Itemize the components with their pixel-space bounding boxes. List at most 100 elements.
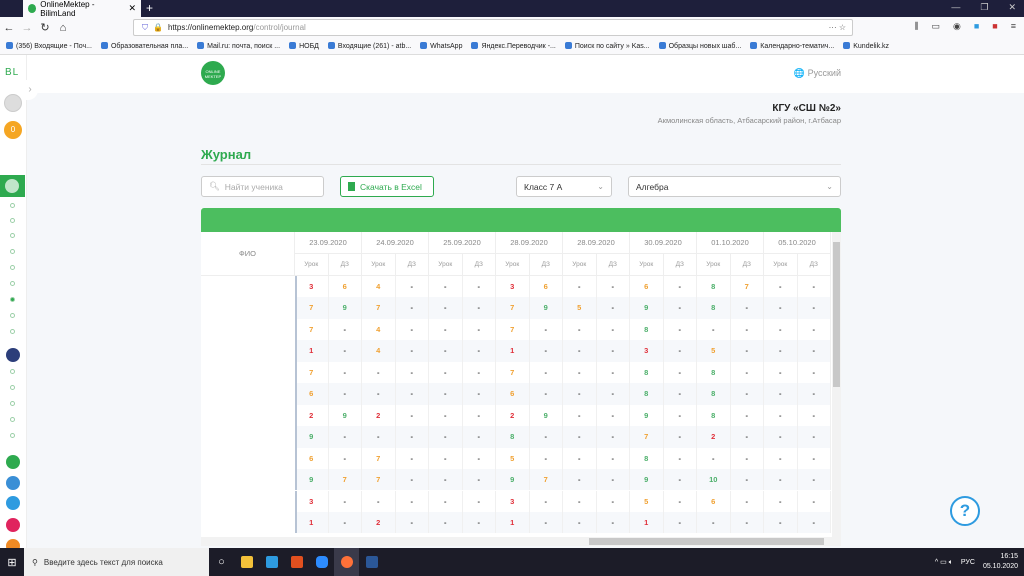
grade-cell[interactable]: - bbox=[764, 318, 798, 341]
grade-cell[interactable]: 4 bbox=[362, 276, 396, 298]
grade-cell[interactable]: - bbox=[362, 361, 396, 384]
grade-cell[interactable]: - bbox=[396, 426, 429, 448]
download-excel-button[interactable]: Скачать в Excel bbox=[340, 176, 434, 197]
grade-cell[interactable]: - bbox=[429, 340, 463, 362]
grade-cell[interactable]: 2 bbox=[496, 404, 530, 427]
grade-cell[interactable]: 1 bbox=[496, 340, 530, 362]
grade-cell[interactable]: - bbox=[798, 490, 831, 512]
grade-cell[interactable]: - bbox=[463, 511, 496, 534]
browser-tab[interactable]: OnlineMektep - BilimLand ✕ bbox=[23, 0, 141, 18]
firefox-icon[interactable] bbox=[334, 548, 359, 576]
sidebar-item-dot[interactable] bbox=[10, 249, 15, 254]
grade-cell[interactable]: - bbox=[463, 297, 496, 319]
clock[interactable]: 16:15 05.10.2020 bbox=[983, 552, 1018, 572]
grade-cell[interactable]: - bbox=[429, 297, 463, 319]
grade-cell[interactable]: 1 bbox=[295, 340, 329, 362]
grade-cell[interactable]: - bbox=[597, 447, 630, 470]
grade-cell[interactable]: - bbox=[731, 383, 764, 405]
grade-cell[interactable]: 7 bbox=[329, 469, 362, 491]
grade-cell[interactable]: 5 bbox=[563, 297, 597, 319]
grade-cell[interactable]: - bbox=[764, 469, 798, 491]
forward-icon[interactable]: → bbox=[21, 21, 33, 34]
grade-cell[interactable]: - bbox=[429, 469, 463, 491]
grade-cell[interactable]: 7 bbox=[731, 276, 764, 298]
grade-cell[interactable]: 7 bbox=[362, 469, 396, 491]
grade-cell[interactable]: - bbox=[463, 426, 496, 448]
sidebar-item-dot[interactable] bbox=[10, 369, 15, 374]
grade-cell[interactable]: - bbox=[764, 383, 798, 405]
grade-cell[interactable]: 3 bbox=[295, 490, 329, 512]
grade-cell[interactable]: - bbox=[563, 490, 597, 512]
grade-cell[interactable]: - bbox=[530, 490, 563, 512]
grade-cell[interactable]: - bbox=[563, 340, 597, 362]
grade-cell[interactable]: - bbox=[597, 297, 630, 319]
bilimland-logo[interactable]: BL bbox=[5, 67, 20, 78]
minimize-icon[interactable]: — bbox=[951, 2, 961, 12]
grade-cell[interactable]: - bbox=[798, 447, 831, 470]
grade-cell[interactable]: - bbox=[798, 297, 831, 319]
account-icon[interactable]: ◉ bbox=[953, 21, 961, 31]
grade-cell[interactable]: 8 bbox=[630, 361, 664, 384]
bookmark-item[interactable]: Kundelik.kz bbox=[843, 42, 889, 50]
grade-cell[interactable]: - bbox=[764, 447, 798, 470]
grade-cell[interactable]: - bbox=[731, 469, 764, 491]
grade-cell[interactable]: - bbox=[597, 469, 630, 491]
grade-cell[interactable]: - bbox=[429, 404, 463, 427]
taskbar-search[interactable]: ⚲ Введите здесь текст для поиска bbox=[24, 548, 209, 576]
class-select[interactable]: Класс 7 А ⌄ bbox=[516, 176, 612, 197]
grade-cell[interactable]: - bbox=[731, 426, 764, 448]
grade-cell[interactable]: - bbox=[530, 361, 563, 384]
page-actions-icon[interactable]: ··· ☆ bbox=[828, 23, 846, 32]
grade-cell[interactable]: - bbox=[764, 404, 798, 427]
grade-cell[interactable]: - bbox=[764, 276, 798, 298]
grade-cell[interactable]: 9 bbox=[295, 469, 329, 491]
grade-cell[interactable]: 7 bbox=[496, 318, 530, 341]
grade-cell[interactable]: - bbox=[563, 469, 597, 491]
subject-select[interactable]: Алгебра ⌄ bbox=[628, 176, 841, 197]
grade-cell[interactable]: 7 bbox=[362, 447, 396, 470]
sidebar-item-dot[interactable] bbox=[10, 401, 15, 406]
library-icon[interactable]: ⫼ bbox=[914, 21, 919, 31]
grade-cell[interactable]: 6 bbox=[530, 276, 563, 298]
grade-cell[interactable]: - bbox=[329, 340, 362, 362]
grade-cell[interactable]: - bbox=[731, 318, 764, 341]
grade-cell[interactable]: 1 bbox=[630, 511, 664, 534]
bookmark-item[interactable]: Поиск по сайту » Kas... bbox=[565, 42, 650, 50]
grade-cell[interactable]: - bbox=[563, 511, 597, 534]
grade-cell[interactable]: - bbox=[798, 340, 831, 362]
grade-cell[interactable]: - bbox=[664, 276, 697, 298]
grade-cell[interactable]: 6 bbox=[295, 447, 329, 470]
grade-cell[interactable]: 9 bbox=[530, 297, 563, 319]
sidebar-item-dot[interactable] bbox=[10, 203, 15, 208]
sidebar-item-dot[interactable] bbox=[10, 433, 15, 438]
grade-cell[interactable]: - bbox=[530, 426, 563, 448]
grade-cell[interactable]: - bbox=[664, 490, 697, 512]
mail-icon[interactable] bbox=[259, 548, 284, 576]
grade-cell[interactable]: - bbox=[329, 383, 362, 405]
grade-cell[interactable]: - bbox=[463, 361, 496, 384]
bookmark-item[interactable]: НОБД bbox=[289, 42, 319, 50]
sidebar-item-dot[interactable] bbox=[10, 329, 15, 334]
grade-cell[interactable]: - bbox=[396, 297, 429, 319]
grade-cell[interactable]: 8 bbox=[630, 318, 664, 341]
grade-cell[interactable]: 4 bbox=[362, 340, 396, 362]
grade-cell[interactable]: 8 bbox=[697, 404, 731, 427]
grade-cell[interactable]: 9 bbox=[329, 297, 362, 319]
grade-cell[interactable]: - bbox=[396, 469, 429, 491]
grade-cell[interactable]: - bbox=[563, 318, 597, 341]
office-icon[interactable] bbox=[284, 548, 309, 576]
grade-cell[interactable]: 2 bbox=[362, 511, 396, 534]
grade-cell[interactable]: 3 bbox=[630, 340, 664, 362]
grade-cell[interactable]: 1 bbox=[295, 511, 329, 534]
grade-cell[interactable]: - bbox=[597, 426, 630, 448]
sidebar-item-dot[interactable] bbox=[10, 265, 15, 270]
grade-cell[interactable]: - bbox=[429, 383, 463, 405]
grade-cell[interactable]: 7 bbox=[362, 297, 396, 319]
input-language[interactable]: РУС bbox=[960, 558, 975, 566]
grade-cell[interactable]: - bbox=[597, 340, 630, 362]
grade-cell[interactable]: - bbox=[764, 361, 798, 384]
grade-cell[interactable]: - bbox=[530, 340, 563, 362]
grade-cell[interactable]: - bbox=[563, 404, 597, 427]
grade-cell[interactable]: 8 bbox=[496, 426, 530, 448]
grade-cell[interactable]: - bbox=[664, 361, 697, 384]
